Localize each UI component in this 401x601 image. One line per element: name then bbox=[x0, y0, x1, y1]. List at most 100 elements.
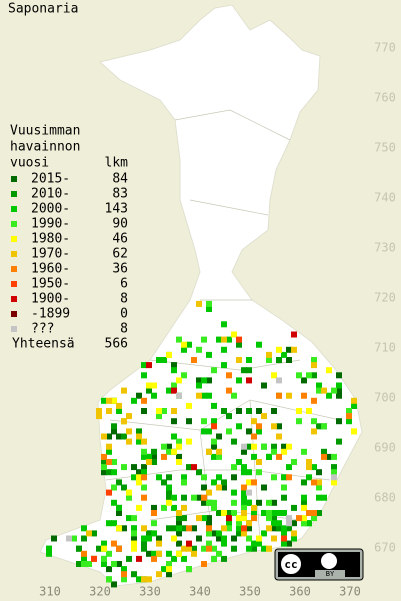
observation-square bbox=[186, 341, 192, 348]
observation-square bbox=[236, 357, 242, 363]
observation-square bbox=[106, 489, 112, 496]
legend-count: 143 bbox=[105, 202, 128, 217]
observation-square bbox=[251, 540, 257, 547]
observation-square bbox=[201, 474, 207, 481]
observation-square bbox=[226, 372, 232, 379]
observation-square bbox=[156, 550, 162, 557]
y-axis-label: 740 bbox=[374, 191, 396, 205]
observation-square bbox=[311, 372, 317, 379]
observation-square bbox=[326, 453, 332, 460]
observation-square bbox=[211, 418, 217, 425]
observation-square bbox=[256, 408, 262, 414]
observation-square bbox=[321, 453, 327, 460]
observation-square bbox=[116, 561, 122, 567]
observation-square bbox=[231, 392, 237, 399]
observation-square bbox=[116, 479, 122, 486]
observation-square bbox=[156, 413, 162, 420]
observation-square bbox=[281, 351, 287, 358]
observation-square bbox=[136, 433, 142, 440]
observation-square bbox=[311, 464, 317, 471]
observation-square bbox=[226, 336, 232, 343]
observation-square bbox=[321, 494, 327, 501]
observation-square bbox=[66, 535, 72, 542]
observation-square bbox=[161, 443, 167, 450]
observation-square bbox=[176, 525, 182, 532]
legend-label: 2010- bbox=[31, 187, 70, 202]
observation-square bbox=[286, 346, 292, 353]
observation-square bbox=[336, 382, 342, 389]
observation-square bbox=[316, 494, 322, 501]
observation-square bbox=[321, 423, 327, 430]
legend-label: -1899 bbox=[31, 307, 70, 322]
observation-square bbox=[231, 474, 237, 481]
observation-square bbox=[166, 494, 172, 501]
observation-square bbox=[216, 448, 222, 455]
observation-square bbox=[271, 525, 277, 532]
observation-square bbox=[266, 515, 272, 522]
observation-square bbox=[111, 428, 117, 435]
observation-square bbox=[221, 336, 227, 343]
observation-square bbox=[141, 474, 147, 481]
observation-square bbox=[256, 428, 262, 435]
observation-square bbox=[316, 484, 322, 491]
observation-square bbox=[181, 341, 187, 348]
observation-square bbox=[191, 525, 197, 532]
observation-square bbox=[106, 443, 112, 450]
observation-square bbox=[191, 494, 197, 501]
observation-square bbox=[221, 479, 227, 486]
observation-square bbox=[101, 464, 107, 471]
observation-square bbox=[171, 418, 177, 425]
observation-square bbox=[121, 566, 127, 573]
observation-square bbox=[281, 494, 287, 501]
observation-square bbox=[266, 545, 272, 552]
cc-icon: cc bbox=[284, 558, 297, 571]
legend-swatch bbox=[11, 206, 17, 212]
observation-square bbox=[226, 515, 232, 522]
observation-square bbox=[116, 525, 122, 532]
observation-square bbox=[311, 397, 317, 404]
observation-square bbox=[216, 535, 222, 542]
observation-square bbox=[311, 362, 317, 369]
observation-square bbox=[111, 484, 117, 491]
observation-square bbox=[111, 561, 117, 567]
observation-square bbox=[201, 545, 207, 552]
observation-square bbox=[176, 377, 182, 384]
observation-square bbox=[146, 362, 152, 369]
observation-square bbox=[271, 372, 277, 379]
observation-square bbox=[186, 545, 192, 552]
legend-label: 2015- bbox=[31, 172, 70, 187]
observation-square bbox=[206, 499, 212, 506]
observation-square bbox=[306, 464, 312, 471]
x-axis-label: 320 bbox=[89, 585, 111, 599]
observation-square bbox=[316, 382, 322, 389]
observation-square bbox=[251, 515, 257, 522]
observation-square bbox=[176, 510, 182, 516]
observation-square bbox=[156, 474, 162, 481]
observation-square bbox=[216, 550, 222, 557]
observation-square bbox=[246, 367, 252, 374]
x-axis-label: 350 bbox=[239, 585, 261, 599]
observation-square bbox=[291, 504, 297, 511]
observation-square bbox=[251, 443, 257, 450]
observation-square bbox=[336, 418, 342, 425]
observation-square bbox=[271, 474, 277, 481]
observation-square bbox=[186, 402, 192, 409]
observation-square bbox=[266, 351, 272, 358]
observation-square bbox=[311, 357, 317, 363]
observation-square bbox=[301, 377, 307, 384]
observation-square bbox=[276, 525, 282, 532]
legend-label: 1980- bbox=[31, 232, 70, 247]
observation-square bbox=[216, 336, 222, 343]
observation-square bbox=[226, 510, 232, 516]
observation-square bbox=[266, 525, 272, 532]
observation-square bbox=[281, 530, 287, 537]
observation-square bbox=[281, 525, 287, 532]
observation-square bbox=[141, 545, 147, 552]
observation-square bbox=[116, 545, 122, 552]
observation-square bbox=[271, 520, 277, 527]
x-axis-label: 340 bbox=[189, 585, 211, 599]
observation-square bbox=[211, 453, 217, 460]
observation-square bbox=[346, 418, 352, 425]
observation-square bbox=[101, 555, 107, 562]
observation-square bbox=[351, 397, 357, 404]
